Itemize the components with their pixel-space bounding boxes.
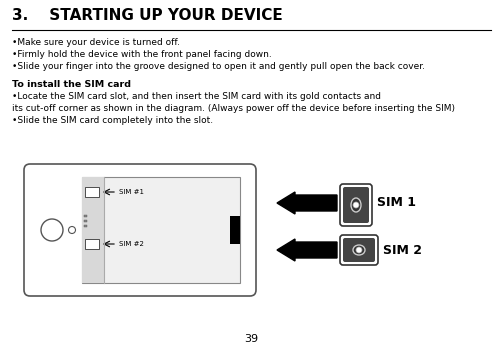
- Text: •Locate the SIM card slot, and then insert the SIM card with its gold contacts a: •Locate the SIM card slot, and then inse…: [12, 92, 381, 101]
- Text: SIM #2: SIM #2: [119, 241, 144, 247]
- FancyBboxPatch shape: [343, 238, 375, 262]
- Bar: [84, 225, 87, 227]
- Text: •Slide your finger into the groove designed to open it and gently pull open the : •Slide your finger into the groove desig…: [12, 62, 425, 71]
- Bar: [84, 215, 87, 217]
- Circle shape: [356, 247, 362, 253]
- FancyBboxPatch shape: [343, 187, 369, 223]
- Ellipse shape: [353, 245, 365, 255]
- Text: SIM 2: SIM 2: [383, 244, 422, 257]
- Text: •Make sure your device is turned off.: •Make sure your device is turned off.: [12, 38, 180, 47]
- Ellipse shape: [351, 198, 361, 212]
- Bar: [84, 220, 87, 222]
- Text: To install the SIM card: To install the SIM card: [12, 80, 131, 89]
- FancyArrow shape: [277, 192, 337, 214]
- FancyBboxPatch shape: [24, 164, 256, 296]
- Text: SIM 1: SIM 1: [377, 196, 416, 209]
- Bar: [85, 187, 99, 197]
- FancyArrow shape: [277, 239, 337, 261]
- Bar: [82, 177, 240, 283]
- Text: SIM #1: SIM #1: [119, 189, 144, 195]
- Text: •Firmly hold the device with the front panel facing down.: •Firmly hold the device with the front p…: [12, 50, 272, 59]
- Bar: [82, 177, 104, 283]
- Text: 3.    STARTING UP YOUR DEVICE: 3. STARTING UP YOUR DEVICE: [12, 8, 283, 23]
- Bar: [230, 216, 240, 244]
- Bar: [85, 239, 99, 249]
- Text: its cut-off corner as shown in the diagram. (Always power off the device before : its cut-off corner as shown in the diagr…: [12, 104, 455, 113]
- FancyBboxPatch shape: [340, 184, 372, 226]
- Text: •Slide the SIM card completely into the slot.: •Slide the SIM card completely into the …: [12, 116, 213, 125]
- FancyBboxPatch shape: [340, 235, 378, 265]
- Text: 39: 39: [244, 334, 258, 344]
- Circle shape: [353, 202, 359, 208]
